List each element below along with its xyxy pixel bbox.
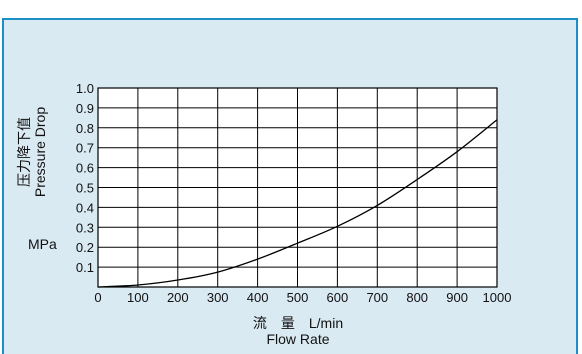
x-tick-label: 300 xyxy=(207,290,229,305)
y-axis-label: 压力降下值 Pressure Drop xyxy=(16,107,48,197)
x-tick-label: 500 xyxy=(287,290,309,305)
y-axis-unit: MPa xyxy=(28,236,57,252)
x-tick-label: 0 xyxy=(94,290,101,305)
y-tick-label: 0.8 xyxy=(76,121,94,136)
y-tick-label: 0.7 xyxy=(76,141,94,156)
x-tick-label: 700 xyxy=(366,290,388,305)
y-tick-label: 0.5 xyxy=(76,181,94,196)
x-tick-label: 600 xyxy=(327,290,349,305)
x-axis-label: 流 量 L/min Flow Rate xyxy=(198,315,398,347)
x-tick-label: 400 xyxy=(247,290,269,305)
x-tick-label: 1000 xyxy=(483,290,512,305)
x-tick-label: 900 xyxy=(446,290,468,305)
y-axis-label-cn: 压力降下值 xyxy=(16,117,32,188)
x-tick-label: 200 xyxy=(167,290,189,305)
x-tick-label: 100 xyxy=(127,290,149,305)
x-axis-label-cn: 流 量 L/min xyxy=(252,315,344,331)
y-tick-label: 1.0 xyxy=(76,81,94,96)
y-tick-label: 0.9 xyxy=(76,101,94,116)
y-tick-label: 0.3 xyxy=(76,220,94,235)
top-margin xyxy=(0,0,582,18)
y-axis-label-en: Pressure Drop xyxy=(32,106,48,198)
x-axis-label-en: Flow Rate xyxy=(266,331,330,347)
y-tick-label: 0.1 xyxy=(76,260,94,275)
series-line xyxy=(97,119,498,288)
y-tick-label: 0.4 xyxy=(76,200,94,215)
y-tick-label: 0.6 xyxy=(76,161,94,176)
x-tick-label: 800 xyxy=(406,290,428,305)
y-tick-label: 0.2 xyxy=(76,240,94,255)
plot-frame xyxy=(97,87,498,288)
